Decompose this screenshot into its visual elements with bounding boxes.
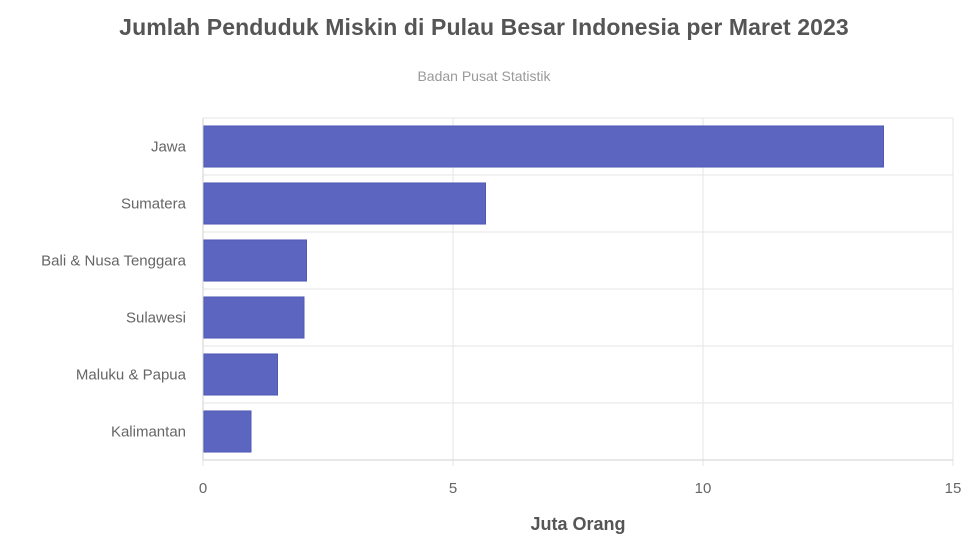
bar-bali-nusa-tenggara: [203, 239, 307, 282]
x-tick-label: 10: [695, 480, 712, 497]
x-axis-title: Juta Orang: [530, 514, 625, 534]
category-label: Maluku & Papua: [76, 367, 187, 384]
x-tick-label: 15: [945, 480, 962, 497]
bar-maluku-papua: [203, 353, 278, 396]
bar-sumatera: [203, 182, 486, 225]
bar-jawa: [203, 125, 884, 168]
x-tick-label: 5: [449, 480, 457, 497]
category-label: Bali & Nusa Tenggara: [41, 253, 186, 270]
x-tick-label: 0: [199, 480, 207, 497]
category-label: Sumatera: [121, 196, 187, 213]
category-label: Jawa: [151, 139, 187, 156]
bar-kalimantan: [203, 410, 252, 453]
bar-sulawesi: [203, 296, 305, 339]
category-label: Sulawesi: [126, 310, 186, 327]
chart-title: Jumlah Penduduk Miskin di Pulau Besar In…: [119, 14, 849, 40]
category-label: Kalimantan: [111, 424, 186, 441]
chart-subtitle: Badan Pusat Statistik: [417, 68, 551, 84]
